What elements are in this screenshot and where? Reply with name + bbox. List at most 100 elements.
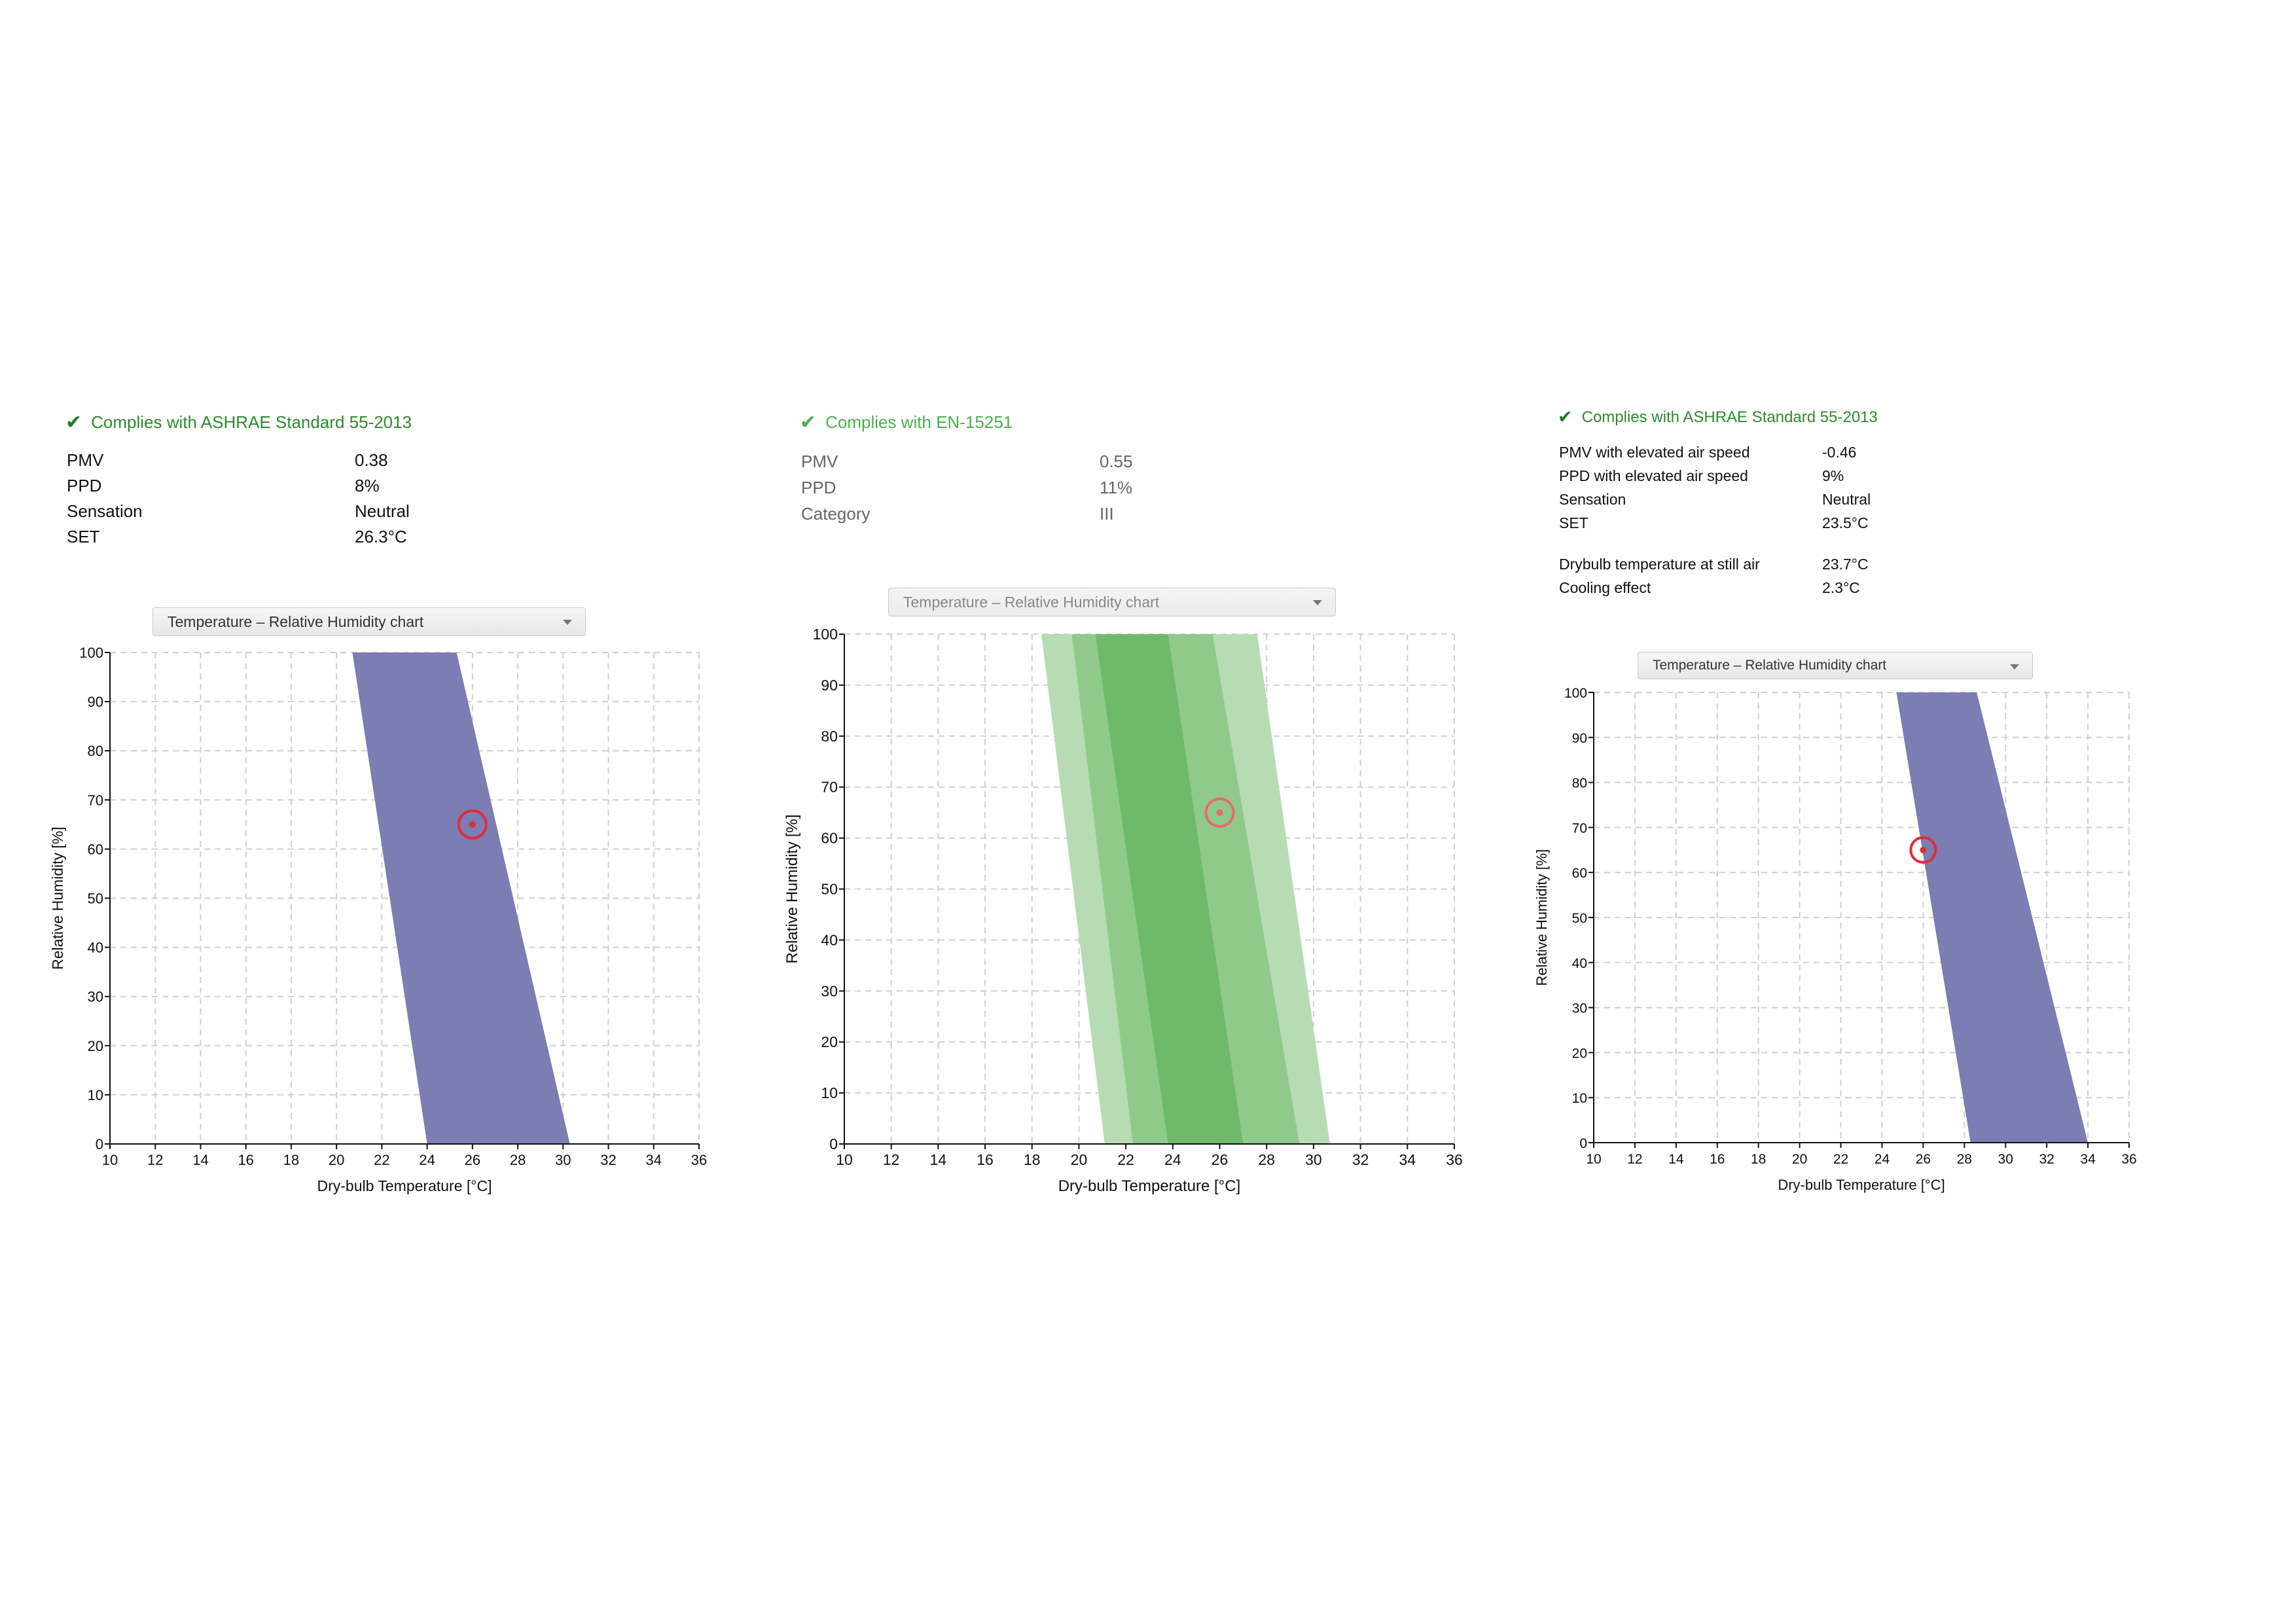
y-axis-title: Relative Humidity [%]	[49, 827, 66, 970]
x-tick-label: 26	[1211, 1151, 1229, 1168]
current-condition-point	[1920, 846, 1927, 853]
metric-label: PMV	[801, 452, 838, 471]
chart-type-select[interactable]: Temperature – Relative Humidity chart	[1638, 652, 2033, 679]
checkmark-icon: ✔	[800, 412, 817, 433]
metric-value: 2.3°C	[1822, 579, 1860, 596]
x-tick-label: 16	[977, 1151, 994, 1168]
y-tick-label: 90	[88, 694, 103, 710]
x-tick-label: 24	[1164, 1151, 1181, 1168]
x-tick-label: 34	[1399, 1151, 1416, 1168]
chevron-down-icon	[563, 620, 572, 625]
y-tick-label: 100	[79, 645, 103, 661]
metric-value: Neutral	[1822, 491, 1871, 508]
y-tick-label: 90	[1572, 731, 1587, 746]
metric-label: Sensation	[1559, 491, 1626, 508]
x-tick-label: 30	[555, 1152, 571, 1168]
x-tick-label: 34	[2080, 1152, 2096, 1167]
x-tick-label: 22	[1833, 1152, 1848, 1167]
x-tick-label: 26	[1916, 1152, 1931, 1167]
metric-value: 8%	[355, 476, 380, 495]
x-tick-label: 32	[600, 1152, 616, 1168]
x-axis-title: Dry-bulb Temperature [°C]	[1778, 1177, 1945, 1193]
y-tick-label: 10	[1572, 1091, 1587, 1106]
current-condition-marker	[1204, 797, 1235, 828]
metric-label: Category	[801, 504, 870, 524]
x-tick-label: 26	[465, 1152, 480, 1168]
chart-type-select[interactable]: Temperature – Relative Humidity chart	[152, 607, 586, 636]
x-tick-label: 24	[1874, 1152, 1890, 1167]
metric-value: Neutral	[355, 501, 410, 521]
comfort-zone	[1095, 634, 1244, 1144]
x-tick-label: 36	[691, 1152, 707, 1168]
compliance-status-en15251: ✔ Complies with EN-15251	[800, 411, 1013, 434]
y-tick-label: 70	[821, 779, 838, 796]
y-tick-label: 50	[88, 891, 103, 907]
x-axis-title: Dry-bulb Temperature [°C]	[317, 1177, 492, 1194]
y-tick-label: 80	[821, 728, 838, 745]
x-tick-label: 34	[646, 1152, 662, 1168]
metric-label: Sensation	[67, 501, 143, 521]
x-tick-label: 24	[419, 1152, 435, 1168]
y-tick-label: 80	[1572, 776, 1587, 791]
compliance-text: Complies with ASHRAE Standard 55-2013	[91, 412, 412, 432]
results-table: PMV with elevated air speed -0.46 PPD wi…	[1559, 444, 1912, 601]
metric-value: 26.3°C	[355, 527, 407, 546]
y-tick-label: 60	[821, 830, 838, 847]
x-tick-label: 14	[930, 1151, 947, 1168]
chevron-down-icon	[1313, 600, 1322, 605]
y-tick-label: 20	[1572, 1046, 1587, 1061]
y-tick-label: 40	[1572, 956, 1587, 971]
y-tick-label: 0	[1579, 1136, 1587, 1151]
x-tick-label: 20	[1792, 1152, 1807, 1167]
x-tick-label: 32	[2039, 1152, 2054, 1167]
x-tick-label: 12	[1627, 1152, 1642, 1167]
chart-type-select[interactable]: Temperature – Relative Humidity chart	[888, 588, 1336, 616]
chart-type-select-label: Temperature – Relative Humidity chart	[1653, 658, 1887, 673]
y-tick-label: 30	[1572, 1001, 1587, 1016]
x-tick-label: 22	[374, 1152, 389, 1168]
x-tick-label: 18	[283, 1152, 299, 1168]
y-tick-label: 20	[821, 1033, 838, 1050]
x-tick-label: 18	[1024, 1151, 1041, 1168]
compliance-status-ashrae: ✔ Complies with ASHRAE Standard 55-2013	[65, 411, 412, 434]
x-tick-label: 20	[1071, 1151, 1088, 1168]
y-tick-label: 90	[821, 677, 838, 694]
chevron-down-icon	[2010, 664, 2019, 669]
metric-value: 9%	[1822, 467, 1844, 484]
metric-label: Cooling effect	[1559, 579, 1651, 596]
metric-value: 0.55	[1100, 452, 1133, 471]
y-tick-label: 0	[829, 1135, 838, 1152]
metric-value: 23.7°C	[1822, 556, 1869, 573]
chart-type-select-label: Temperature – Relative Humidity chart	[168, 613, 424, 630]
x-tick-label: 20	[329, 1152, 344, 1168]
compliance-status-ashrae: ✔ Complies with ASHRAE Standard 55-2013	[1558, 407, 1878, 427]
x-tick-label: 30	[1305, 1151, 1322, 1168]
x-tick-label: 14	[1668, 1152, 1684, 1167]
x-tick-label: 10	[836, 1151, 853, 1168]
results-table: PMV 0.38 PPD 8% Sensation Neutral SET 26…	[67, 450, 459, 555]
compliance-text: Complies with EN-15251	[825, 412, 1013, 432]
checkmark-icon: ✔	[1558, 407, 1573, 427]
metric-label: Drybulb temperature at still air	[1559, 556, 1760, 573]
metric-label: PMV	[67, 450, 104, 470]
comfort-zone	[1896, 692, 2089, 1143]
metric-value: III	[1100, 504, 1114, 524]
y-tick-label: 40	[821, 931, 838, 948]
y-tick-label: 80	[88, 743, 103, 759]
x-tick-label: 14	[192, 1152, 208, 1168]
checkmark-icon: ✔	[65, 412, 82, 433]
y-tick-label: 70	[1572, 821, 1587, 836]
chart-type-select-label: Temperature – Relative Humidity chart	[903, 593, 1160, 611]
y-tick-label: 100	[813, 626, 838, 643]
y-tick-label: 30	[88, 989, 103, 1005]
x-tick-label: 28	[1258, 1151, 1275, 1168]
metric-value: 0.38	[355, 450, 388, 470]
y-axis-title: Relative Humidity [%]	[1534, 849, 1550, 986]
metric-value: -0.46	[1822, 444, 1857, 461]
current-condition-marker	[457, 809, 488, 840]
x-tick-label: 16	[1710, 1152, 1725, 1167]
metric-label: PPD	[67, 476, 102, 495]
